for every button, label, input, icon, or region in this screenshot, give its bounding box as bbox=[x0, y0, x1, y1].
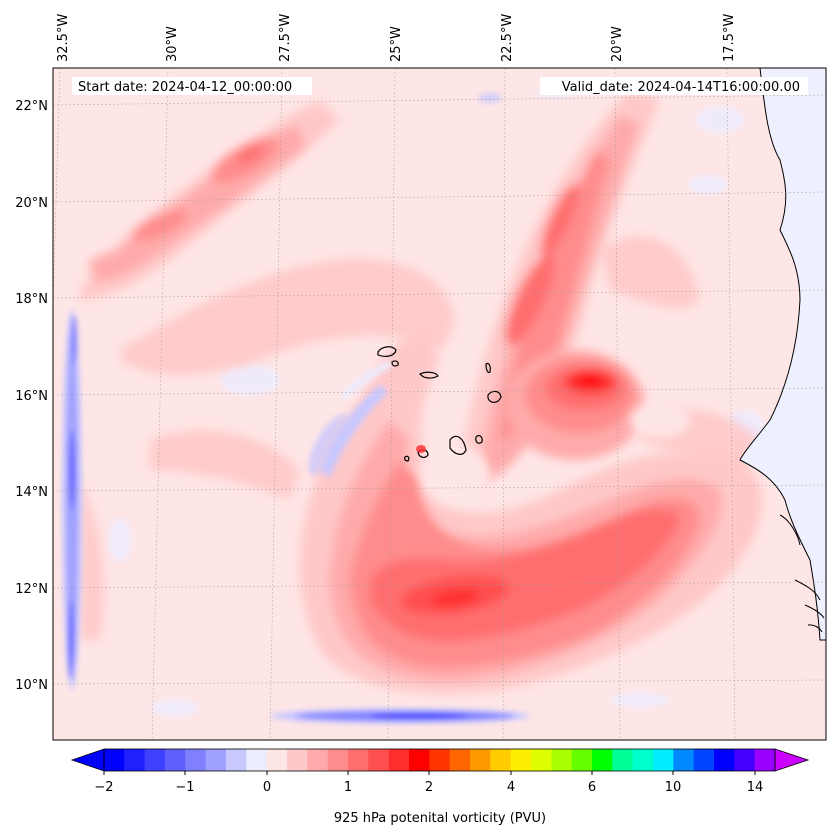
lon-label: 32.5°W bbox=[56, 14, 71, 62]
lat-label: 10°N bbox=[15, 678, 48, 693]
colorbar-cell bbox=[144, 749, 166, 771]
colorbar-tick-label: 6 bbox=[588, 780, 596, 795]
coastline-islands bbox=[779, 514, 825, 633]
colorbar-cell bbox=[531, 749, 552, 771]
colorbar-cell bbox=[754, 749, 776, 771]
island-santiago bbox=[449, 435, 467, 455]
colorbar-cell bbox=[470, 749, 491, 771]
colorbar-cell bbox=[226, 749, 247, 771]
colorbar-extend-high bbox=[774, 748, 810, 772]
lon-label: 22.5°W bbox=[500, 14, 515, 62]
lat-label: 18°N bbox=[15, 292, 48, 307]
colorbar-cell bbox=[388, 749, 410, 771]
start-date: Start date: 2024-04-12_00:00:00 bbox=[78, 80, 292, 95]
longitude-labels: 32.5°W 30°W 27.5°W 25°W 22.5°W 20°W 17.5… bbox=[56, 14, 737, 62]
colorbar: −2 −1 0 1 2 4 6 10 14 925 hPa potenital … bbox=[70, 748, 810, 826]
lon-label: 27.5°W bbox=[278, 14, 293, 62]
colorbar-cell bbox=[307, 749, 329, 771]
island-sao-nicolau bbox=[419, 371, 439, 379]
colorbar-cell bbox=[551, 749, 573, 771]
island-brava bbox=[404, 455, 410, 462]
island-sal bbox=[485, 362, 491, 374]
colorbar-cell bbox=[449, 749, 471, 771]
colorbar-cell bbox=[104, 749, 125, 771]
colorbar-cell bbox=[592, 749, 613, 771]
colorbar-cell bbox=[368, 749, 390, 771]
colorbar-cell bbox=[429, 749, 451, 771]
western-negative-strip bbox=[62, 310, 82, 690]
lon-label: 25°W bbox=[389, 26, 404, 62]
colorbar-cell bbox=[205, 749, 227, 771]
lon-label: 17.5°W bbox=[722, 14, 737, 62]
island-sao-vicente bbox=[391, 360, 399, 367]
colorbar-cell bbox=[327, 749, 349, 771]
colorbar-frame bbox=[103, 748, 776, 772]
colorbar-cell bbox=[490, 749, 512, 771]
colorbar-cell bbox=[246, 749, 268, 771]
colorbar-tick-label: 1 bbox=[344, 780, 352, 795]
colorbar-cell bbox=[348, 749, 369, 771]
colorbar-tick-label: −2 bbox=[94, 780, 113, 795]
colorbar-cells bbox=[104, 749, 776, 771]
colorbar-cell bbox=[571, 749, 593, 771]
background-pv-swirls bbox=[80, 236, 760, 640]
latitude-labels: 22°N 20°N 18°N 16°N 14°N 12°N 10°N bbox=[15, 99, 48, 693]
colorbar-tick-label: 10 bbox=[665, 780, 682, 795]
colorbar-label: 925 hPa potenital vorticity (PVU) bbox=[334, 811, 546, 826]
island-boa-vista bbox=[487, 390, 502, 403]
colorbar-cell bbox=[632, 749, 654, 771]
lat-label: 12°N bbox=[15, 582, 48, 597]
colorbar-cell bbox=[673, 749, 695, 771]
gridlines bbox=[53, 68, 826, 740]
colorbar-tick-label: 4 bbox=[507, 780, 515, 795]
island-santo-antao bbox=[377, 346, 397, 357]
map-frame bbox=[52, 67, 827, 741]
colorbar-cell bbox=[693, 749, 715, 771]
colorbar-tick-label: 0 bbox=[263, 780, 271, 795]
colorbar-cell bbox=[734, 749, 756, 771]
colorbar-ticks bbox=[103, 771, 756, 775]
colorbar-tick-label: −1 bbox=[175, 780, 194, 795]
colorbar-tick-label: 2 bbox=[425, 780, 433, 795]
island-maio bbox=[475, 435, 483, 444]
colorbar-cell bbox=[612, 749, 634, 771]
colorbar-cell bbox=[409, 749, 430, 771]
cape-verde-islands bbox=[377, 346, 502, 462]
lon-label: 20°W bbox=[610, 26, 625, 62]
colorbar-tick-labels: −2 −1 0 1 2 4 6 10 14 bbox=[94, 780, 763, 795]
start-date-box bbox=[72, 77, 312, 95]
pv-maximum-east bbox=[505, 350, 645, 460]
map-panel: Start date: 2024-04-12_00:00:00 Valid_da… bbox=[53, 68, 826, 740]
valid-date: Valid_date: 2024-04-14T16:00:00.00 bbox=[562, 80, 800, 95]
lat-label: 16°N bbox=[15, 389, 48, 404]
valid-date-box bbox=[540, 77, 808, 95]
colorbar-cell bbox=[266, 749, 288, 771]
colorbar-tick-label: 14 bbox=[747, 780, 764, 795]
colorbar-cell bbox=[510, 749, 532, 771]
lat-label: 20°N bbox=[15, 196, 48, 211]
colorbar-cell bbox=[714, 749, 735, 771]
colorbar-cell bbox=[653, 749, 674, 771]
fogo-pv-spike bbox=[416, 445, 426, 453]
inner-low-pv-hole bbox=[420, 402, 690, 505]
colorbar-cell bbox=[165, 749, 186, 771]
lat-label: 14°N bbox=[15, 485, 48, 500]
negative-streak-central bbox=[320, 360, 392, 478]
colorbar-extend-low bbox=[70, 748, 105, 772]
colorbar-cell bbox=[287, 749, 308, 771]
colorbar-cell bbox=[185, 749, 207, 771]
lon-label: 30°W bbox=[165, 26, 180, 62]
africa-land bbox=[739, 68, 826, 641]
lat-label: 22°N bbox=[15, 99, 48, 114]
colorbar-cell bbox=[124, 749, 146, 771]
southern-negative-strip bbox=[270, 708, 530, 724]
